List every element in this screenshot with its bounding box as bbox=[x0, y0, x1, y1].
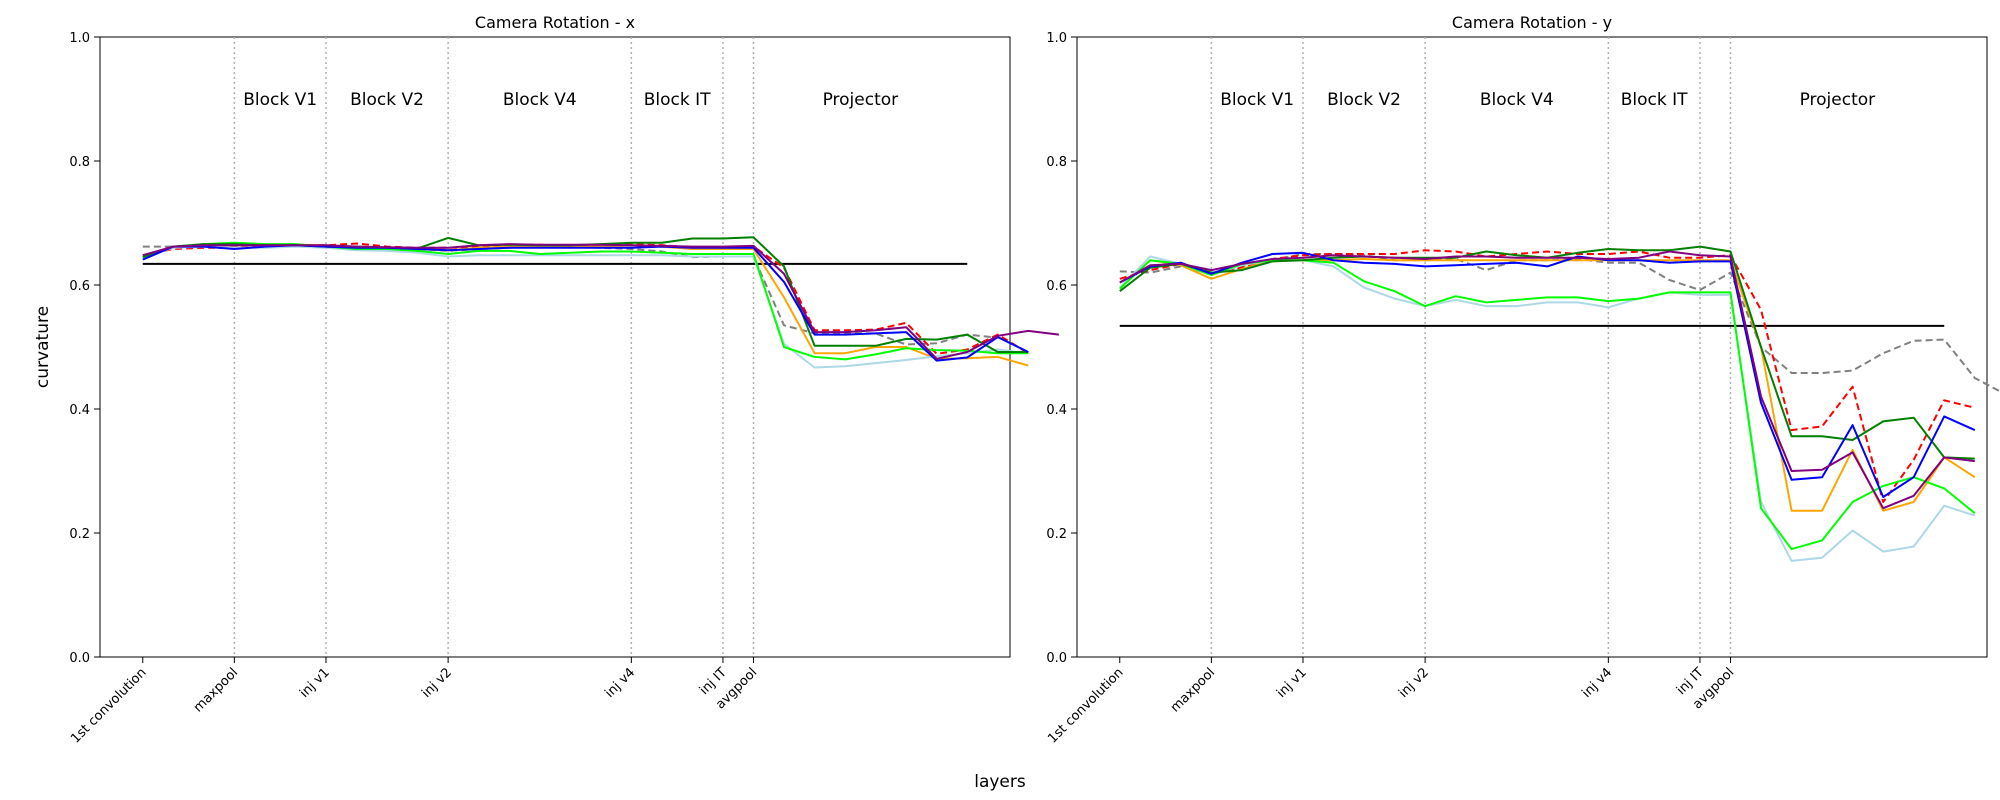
x-axis: 1st convolution maxpool inj v1 inj v2 inj v4… bbox=[1045, 657, 1737, 747]
y-tick-label: 0.6 bbox=[69, 279, 90, 294]
series-line bbox=[1119, 258, 1976, 512]
y-tick-label: 0.8 bbox=[1046, 155, 1067, 170]
y-axis: 0.0 0.2 0.4 0.6 0.8 1.0 bbox=[69, 31, 100, 666]
region-labels: Block V1 Block V2 Block V4 Block IT Projecto… bbox=[1220, 90, 1875, 110]
series-line bbox=[142, 245, 1029, 369]
region-label: Projector bbox=[823, 90, 899, 110]
y-tick-label: 0.2 bbox=[1046, 527, 1067, 542]
region-label: Block IT bbox=[1621, 90, 1688, 110]
y-tick-label: 0.2 bbox=[69, 527, 90, 542]
x-tick-label: inj v4 bbox=[602, 665, 638, 701]
plot-frame bbox=[99, 36, 1011, 658]
series-line bbox=[142, 242, 1029, 355]
series-line bbox=[1119, 249, 1976, 503]
x-tick-label: 1st convolution bbox=[68, 665, 149, 746]
series-line bbox=[142, 241, 1029, 361]
chart-panel-rotation-x: Block V1 Block V2 Block V4 Block IT Projecto… bbox=[33, 13, 1060, 747]
y-axis: 0.0 0.2 0.4 0.6 0.8 1.0 bbox=[1046, 31, 1077, 666]
region-labels: Block V1 Block V2 Block V4 Block IT Projecto… bbox=[243, 90, 898, 110]
x-axis: 1st convolution maxpool inj v1 inj v2 inj v4… bbox=[68, 657, 760, 747]
x-tick-label: inj v1 bbox=[1274, 665, 1310, 701]
y-tick-label: 0.8 bbox=[69, 155, 90, 170]
region-label: Projector bbox=[1800, 90, 1876, 110]
y-tick-label: 0.4 bbox=[1046, 403, 1067, 418]
series-line bbox=[1119, 250, 1975, 510]
x-tick-label: inj v1 bbox=[297, 665, 333, 701]
series-line bbox=[142, 244, 1029, 362]
y-tick-label: 1.0 bbox=[1046, 31, 1067, 46]
series-line bbox=[1119, 259, 1976, 551]
x-tick-label: maxpool bbox=[1168, 665, 1218, 715]
series-line bbox=[142, 243, 1060, 360]
region-separators bbox=[1210, 37, 1732, 657]
chart-panel-rotation-y: Block V1 Block V2 Block V4 Block IT Projecto… bbox=[1045, 13, 2000, 747]
y-axis-label: curvature bbox=[33, 306, 53, 388]
series-line bbox=[142, 243, 1029, 367]
series-line bbox=[1119, 251, 1976, 498]
y-tick-label: 0.0 bbox=[1046, 651, 1067, 666]
region-label: Block V4 bbox=[503, 90, 577, 110]
series-group bbox=[142, 236, 1060, 369]
plot-frame bbox=[1076, 36, 1988, 658]
series-group bbox=[1119, 245, 2000, 562]
region-label: Block V1 bbox=[243, 90, 317, 110]
y-tick-label: 1.0 bbox=[69, 31, 90, 46]
x-axis-label: layers bbox=[974, 772, 1026, 792]
x-tick-label: inj v2 bbox=[419, 665, 455, 701]
series-line bbox=[1119, 253, 2000, 393]
region-label: Block V2 bbox=[1327, 90, 1401, 110]
x-tick-label: 1st convolution bbox=[1045, 665, 1126, 746]
series-line bbox=[1119, 245, 1975, 460]
chart-title: Camera Rotation - x bbox=[475, 13, 635, 32]
x-tick-label: inj v2 bbox=[1396, 665, 1432, 701]
y-tick-label: 0.4 bbox=[69, 403, 90, 418]
x-tick-label: maxpool bbox=[191, 665, 241, 715]
region-separators bbox=[233, 37, 755, 657]
region-label: Block IT bbox=[644, 90, 711, 110]
x-tick-label: inj v4 bbox=[1579, 665, 1615, 701]
region-label: Block V2 bbox=[350, 90, 424, 110]
region-label: Block V4 bbox=[1480, 90, 1554, 110]
y-tick-label: 0.6 bbox=[1046, 279, 1067, 294]
y-tick-label: 0.0 bbox=[69, 651, 90, 666]
chart-title: Camera Rotation - y bbox=[1452, 13, 1612, 32]
region-label: Block V1 bbox=[1220, 90, 1294, 110]
series-line bbox=[1119, 255, 1976, 562]
